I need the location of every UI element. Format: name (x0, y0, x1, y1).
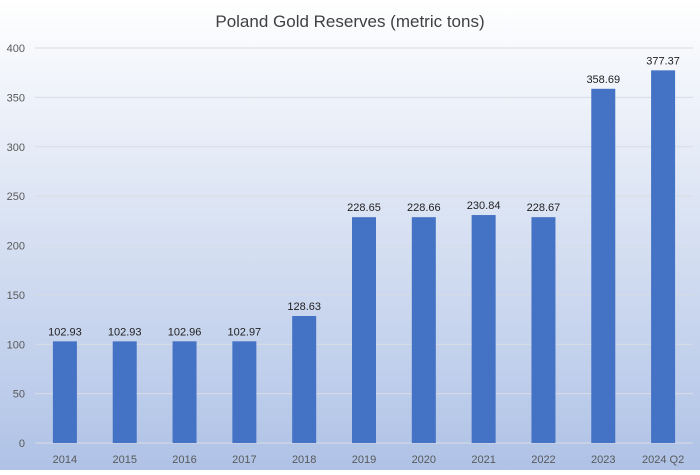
bar-2014 (52, 341, 77, 443)
bar-2016 (172, 341, 197, 443)
bar-2021 (471, 215, 496, 443)
x-tick-label: 2023 (591, 454, 615, 466)
y-tick-label: 0 (19, 438, 25, 450)
x-tick-label: 2022 (531, 454, 555, 466)
x-tick-label: 2016 (172, 454, 196, 466)
y-tick-label: 150 (7, 290, 25, 302)
x-tick-label: 2021 (471, 454, 495, 466)
data-label: 102.93 (108, 326, 142, 338)
data-label: 377.37 (646, 55, 680, 67)
data-label: 102.93 (48, 326, 82, 338)
y-tick-label: 400 (7, 43, 25, 55)
y-tick-label: 300 (7, 142, 25, 154)
bar-2015 (112, 341, 137, 443)
chart-title: Poland Gold Reserves (metric tons) (215, 12, 484, 31)
data-labels: 102.93 102.93 102.96 102.97 128.63 228.65 228.… (48, 55, 680, 338)
data-label: 102.97 (228, 326, 262, 338)
y-tick-label: 200 (7, 241, 25, 253)
x-tick-label: 2018 (292, 454, 316, 466)
x-axis-tick-labels: 2014 2015 2016 2017 2018 2019 2020 2021 2022 2023… (53, 454, 685, 466)
data-label: 358.69 (586, 74, 620, 86)
x-tick-label: 2015 (112, 454, 136, 466)
x-tick-label: 2020 (412, 454, 436, 466)
data-label: 128.63 (287, 301, 321, 313)
y-tick-label: 100 (7, 339, 25, 351)
bar-2019 (352, 217, 376, 443)
x-tick-label: 2024 Q2 (642, 454, 684, 466)
data-label: 228.65 (347, 202, 381, 214)
y-tick-label: 50 (13, 389, 25, 401)
data-label: 230.84 (467, 200, 501, 212)
bars (52, 70, 676, 444)
data-label: 228.67 (527, 202, 561, 214)
bar-2024-q2 (651, 70, 676, 444)
bar-2017 (232, 341, 257, 443)
x-tick-label: 2014 (53, 454, 77, 466)
bar-2018 (292, 315, 317, 443)
data-label: 228.66 (407, 202, 441, 214)
y-axis-tick-labels: 0 50 100 150 200 250 300 350 400 (7, 43, 25, 450)
bar-2022 (531, 217, 556, 443)
y-tick-label: 250 (7, 191, 25, 203)
y-tick-label: 350 (7, 92, 25, 104)
x-tick-label: 2017 (232, 454, 256, 466)
bar-2020 (411, 217, 436, 443)
bar-2023 (591, 88, 616, 443)
x-tick-label: 2019 (352, 454, 376, 466)
data-label: 102.96 (168, 326, 202, 338)
